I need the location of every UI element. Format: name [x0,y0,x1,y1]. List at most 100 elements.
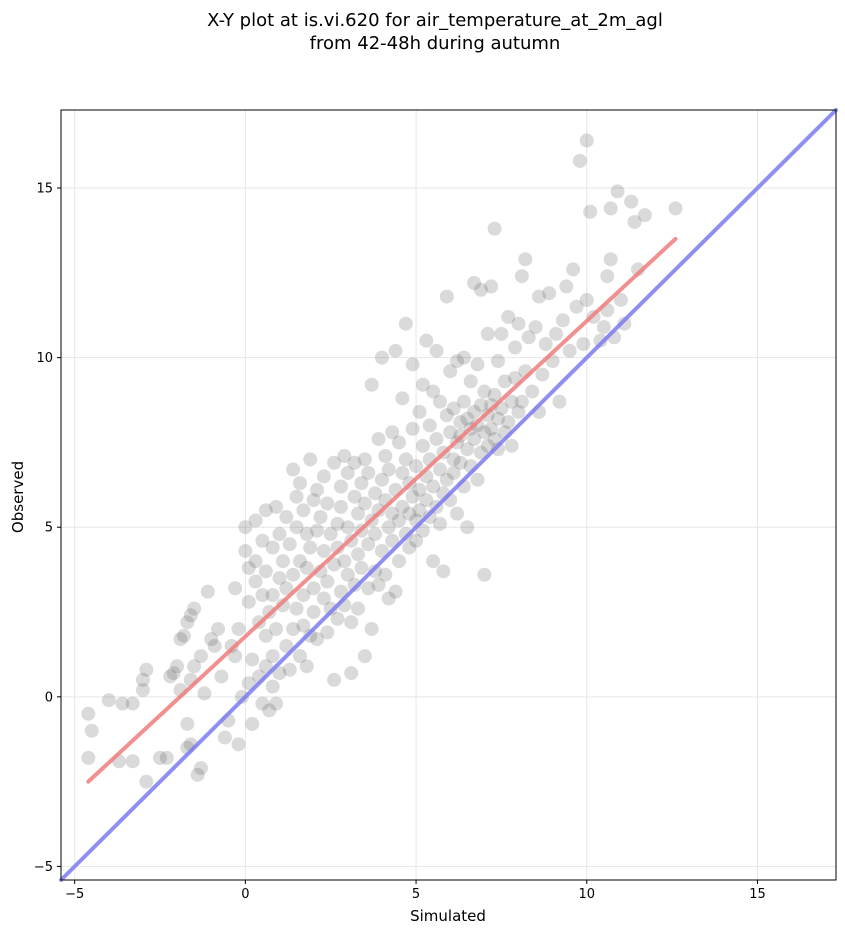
data-point [412,404,427,419]
data-point [292,649,307,664]
data-point [511,316,526,331]
data-point [484,421,499,436]
data-point [265,588,280,603]
data-point [668,201,683,216]
data-point [327,455,342,470]
data-point [187,659,202,674]
data-point [514,394,529,409]
data-point [364,377,379,392]
data-point [101,693,116,708]
data-point [453,415,468,430]
data-point [521,330,536,345]
data-point [303,628,318,643]
data-point [351,547,366,562]
data-point [385,425,400,440]
data-point [467,275,482,290]
data-point [395,391,410,406]
data-point [258,503,273,518]
data-point [487,432,502,447]
x-axis-label: Simulated [410,907,486,925]
data-point [467,432,482,447]
data-point [180,716,195,731]
data-point [330,611,345,626]
data-point [337,448,352,463]
data-point [562,343,577,358]
data-point [443,425,458,440]
data-point [347,455,362,470]
data-point [409,459,424,474]
data-point [439,289,454,304]
data-point [402,540,417,555]
data-point [125,754,140,769]
x-tick-label: 0 [241,887,249,902]
data-point [316,469,331,484]
data-point [81,706,96,721]
data-point [494,326,509,341]
data-point [347,489,362,504]
data-point [432,394,447,409]
data-point [422,510,437,525]
data-point [624,194,639,209]
data-point [579,133,594,148]
data-point [357,452,372,467]
data-point [549,326,564,341]
data-point [183,608,198,623]
data-point [340,465,355,480]
data-point [395,499,410,514]
data-point [269,621,284,636]
y-tick-label: −5 [34,860,53,875]
data-point [282,537,297,552]
data-point [258,564,273,579]
data-point [187,601,202,616]
data-point [501,415,516,430]
data-point [193,761,208,776]
data-point [436,564,451,579]
data-point [419,493,434,508]
data-point [508,340,523,355]
data-point [330,516,345,531]
data-point [456,394,471,409]
data-point [255,588,270,603]
data-point [163,669,178,684]
x-tick-label: 15 [749,887,766,902]
data-point [214,669,229,684]
data-point [402,506,417,521]
data-point [310,632,325,647]
y-tick-label: 5 [45,521,53,536]
data-point [275,598,290,613]
data-point [357,649,372,664]
data-point [296,618,311,633]
data-point [265,649,280,664]
data-point [310,523,325,538]
data-point [460,520,475,535]
data-point [306,605,321,620]
data-point [238,543,253,558]
data-point [245,716,260,731]
data-point [245,652,260,667]
data-point [450,506,465,521]
data-point [269,499,284,514]
data-point [224,638,239,653]
data-point [426,384,441,399]
data-point [200,584,215,599]
chart-title-line2: from 42-48h during autumn [310,33,561,54]
data-point [282,662,297,677]
data-point [484,279,499,294]
data-point [248,554,263,569]
data-point [487,221,502,236]
data-point [241,560,256,575]
data-point [272,571,287,586]
data-point [173,632,188,647]
data-point [351,506,366,521]
data-point [357,496,372,511]
data-point [303,540,318,555]
data-point [460,411,475,426]
data-point [292,554,307,569]
data-point [368,564,383,579]
data-point [310,482,325,497]
data-point [409,533,424,548]
data-point [272,666,287,681]
data-point [228,649,243,664]
data-point [596,320,611,335]
